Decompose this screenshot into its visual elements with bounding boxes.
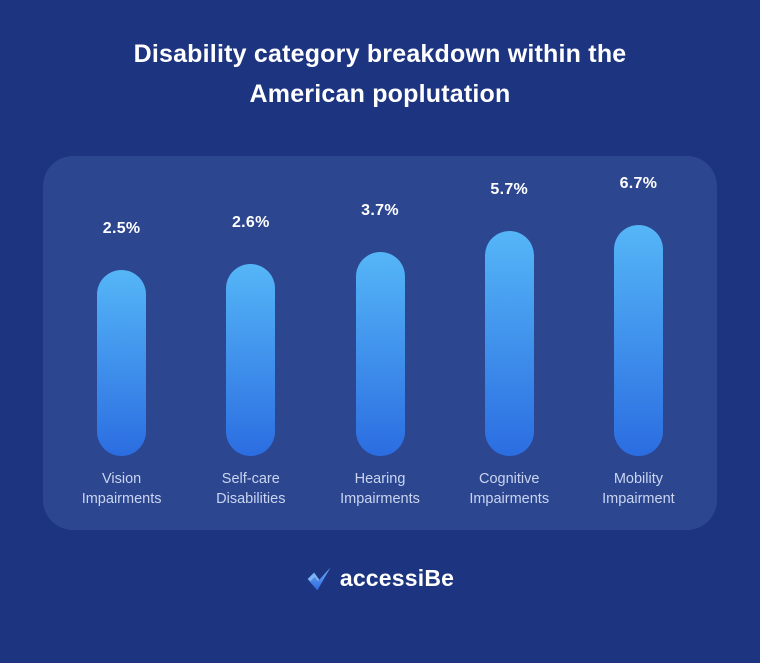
bar-column-mobility-impairment: 6.7% Mobility Impairment [574,175,703,530]
page-title-line1: Disability category breakdown within the [133,40,627,68]
value-label: 2.6% [231,214,270,231]
category-label-line2: Impairments [469,491,550,507]
bar-mobility-impairment [613,225,663,456]
category-label-line1: Vision [101,471,142,487]
bar-hearing-impairments [355,252,405,456]
chart-card: 2.5% Vision Impairments 2.6% Self-care D… [43,156,717,530]
category-label: Vision Impairments [82,469,162,509]
logo-wordmark: accessiBe [339,565,455,591]
category-label-line2: Impairments [81,491,162,507]
category-label-line1: Mobility [613,471,663,487]
bar-cognitive-impairments [484,231,534,456]
bar-vision-impairments [97,270,147,456]
category-label: Hearing Impairments [340,469,420,509]
category-label: Self-care Disabilities [216,469,285,509]
bar-self-care-disabilities [226,264,276,456]
category-label: Cognitive Impairments [469,469,549,509]
bar-column-vision-impairments: 2.5% Vision Impairments [57,220,186,530]
category-label-line2: Impairments [340,491,420,507]
bar-column-self-care-disabilities: 2.6% Self-care Disabilities [186,214,315,530]
value-label: 6.7% [619,175,658,192]
value-label: 2.5% [102,220,141,237]
category-label-line1: Self-care [221,471,280,487]
category-label-line1: Cognitive [478,471,540,487]
value-label: 3.7% [361,202,399,219]
value-label: 5.7% [490,181,529,198]
page-title-line2: American poplutation [249,80,511,108]
category-label-line2: Impairment [602,491,675,507]
category-label-line1: Hearing [354,471,406,487]
bar-chart: 2.5% Vision Impairments 2.6% Self-care D… [43,156,717,530]
bar-column-cognitive-impairments: 5.7% Cognitive Impairments [445,181,574,530]
page-title: Disability category breakdown within the… [0,34,760,114]
category-label-line2: Disabilities [216,491,286,507]
bar-column-hearing-impairments: 3.7% Hearing Impairments [315,202,444,530]
checkmark-icon [306,566,332,592]
footer-logo: accessiBe [0,565,760,592]
category-label: Mobility Impairment [602,469,675,509]
